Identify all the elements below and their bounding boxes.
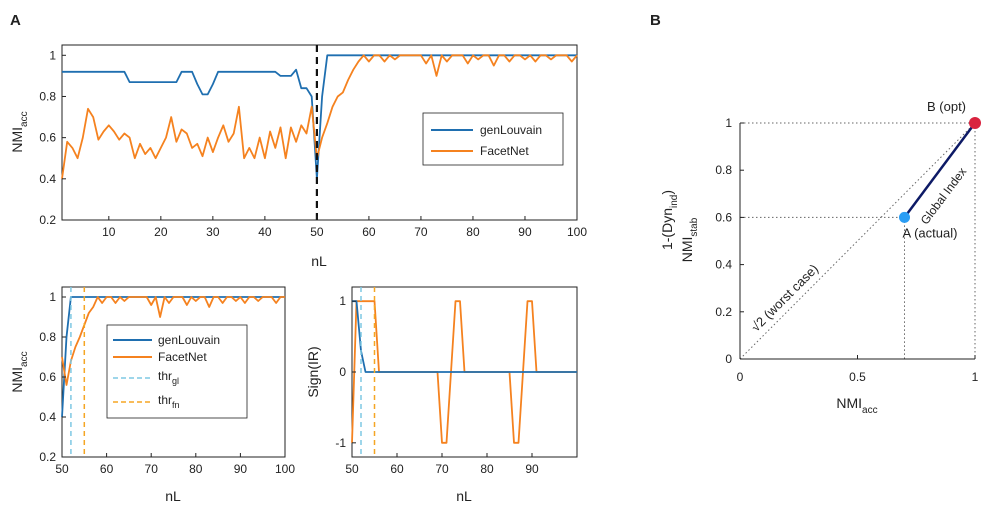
y-tick-label: 0.8	[39, 89, 56, 103]
x-tick-label: 70	[414, 225, 428, 239]
diagonal-annotation: √2 (worst case)	[748, 261, 821, 334]
top-plot-frame	[61, 44, 578, 221]
y-tick-label: 0	[339, 365, 346, 379]
point-a-actual	[899, 211, 910, 223]
x-tick-label: 0	[737, 370, 744, 384]
top-ylabel: NMIacc	[9, 111, 30, 152]
x-tick-label: 70	[435, 462, 449, 476]
global-index-segment	[903, 122, 977, 219]
y-tick-label: 0.8	[39, 330, 56, 344]
bl-legend-facetnet-label: FacetNet	[158, 350, 207, 364]
y-tick-label: 0.6	[39, 370, 56, 384]
bottom-right-sign-plot: 50 60 70 80 90 -1 0 1 nL Sign(IR)	[305, 286, 578, 504]
x-tick-label: 50	[345, 462, 359, 476]
b-ylabel: NMIstab	[679, 217, 700, 262]
line-series-facetnet	[61, 296, 285, 386]
x-tick-label: 90	[518, 225, 532, 239]
x-tick-label: 90	[234, 462, 248, 476]
bottom-left-nmi-plot: 50 60 70 80 90 100 0.2 0.4 0.6 0.8 1 nL NMIacc ge…	[9, 286, 295, 504]
bottom-right-ylabel: Sign(IR)	[305, 346, 321, 397]
x-tick-label: 1	[972, 370, 979, 384]
point-b-opt	[969, 117, 981, 129]
panel-b-plot: 0 0.5 1 0 0.2 0.4 0.6 0.8 1 A (actual) B (opt) √2…	[659, 99, 981, 416]
x-tick-label: 50	[55, 462, 69, 476]
point-b-label: B (opt)	[927, 99, 966, 114]
x-tick-label: 60	[362, 225, 376, 239]
x-tick-label: 60	[100, 462, 114, 476]
panel-label-b: B	[650, 12, 661, 29]
bottom-left-legend: genLouvain FacetNet thrgl thrfn	[106, 324, 248, 419]
bottom-left-plot-frame	[61, 286, 286, 458]
panel-label-a: A	[10, 12, 21, 29]
worst-case-diagonal	[739, 122, 976, 360]
y-tick-label: 0	[725, 352, 732, 366]
top-legend: genLouvain FacetNet	[422, 112, 564, 166]
x-tick-label: 60	[390, 462, 404, 476]
y-tick-label: 0.4	[715, 258, 732, 272]
y-tick-label: 0.6	[715, 210, 732, 224]
y-tick-label: 0.8	[715, 163, 732, 177]
y-tick-label: 0.2	[715, 305, 732, 319]
y-tick-label: 1	[725, 116, 732, 130]
point-a-label: A (actual)	[903, 225, 958, 240]
b-ylabel-top: 1-(Dynind)	[659, 190, 680, 250]
top-xlabel: nL	[311, 253, 327, 269]
top-legend-box	[422, 112, 564, 166]
x-tick-label: 70	[145, 462, 159, 476]
x-tick-label: 80	[466, 225, 480, 239]
x-tick-label: 100	[567, 225, 587, 239]
x-tick-label: 80	[480, 462, 494, 476]
bl-legend-thr-gl-label: thrgl	[158, 369, 179, 386]
x-tick-label: 100	[275, 462, 295, 476]
line-series-facetnet	[61, 54, 578, 179]
b-xlabel: NMIacc	[836, 395, 877, 416]
y-tick-label: 0.2	[39, 213, 56, 227]
x-tick-label: 0.5	[849, 370, 866, 384]
y-tick-label: 0.6	[39, 131, 56, 145]
top-legend-facetnet-label: FacetNet	[480, 144, 529, 158]
y-tick-label: 1	[49, 48, 56, 62]
x-tick-label: 40	[258, 225, 272, 239]
x-tick-label: 80	[189, 462, 203, 476]
x-tick-label: 10	[102, 225, 116, 239]
y-tick-label: 0.2	[39, 450, 56, 464]
y-tick-label: 1	[339, 294, 346, 308]
y-tick-label: 1	[49, 290, 56, 304]
x-tick-label: 50	[310, 225, 324, 239]
y-tick-label: 0.4	[39, 172, 56, 186]
x-tick-label: 30	[206, 225, 220, 239]
global-index-annotation: Global Index	[918, 165, 970, 227]
bottom-left-xlabel: nL	[165, 488, 181, 504]
bottom-right-xlabel: nL	[456, 488, 472, 504]
bl-legend-louvain-label: genLouvain	[158, 333, 220, 347]
top-nmi-plot: 10 20 30 40 50 60 70 80 90 100 0.2 0.4 0.6 0.8 1 nL N…	[9, 44, 587, 269]
x-tick-label: 90	[525, 462, 539, 476]
top-legend-louvain-label: genLouvain	[480, 123, 542, 137]
x-tick-label: 20	[154, 225, 168, 239]
bl-legend-thr-fn-label: thrfn	[158, 393, 180, 410]
y-tick-label: -1	[335, 436, 346, 450]
bottom-left-ylabel: NMIacc	[9, 351, 30, 392]
line-series-genlouvain	[62, 54, 577, 180]
y-tick-label: 0.4	[39, 410, 56, 424]
